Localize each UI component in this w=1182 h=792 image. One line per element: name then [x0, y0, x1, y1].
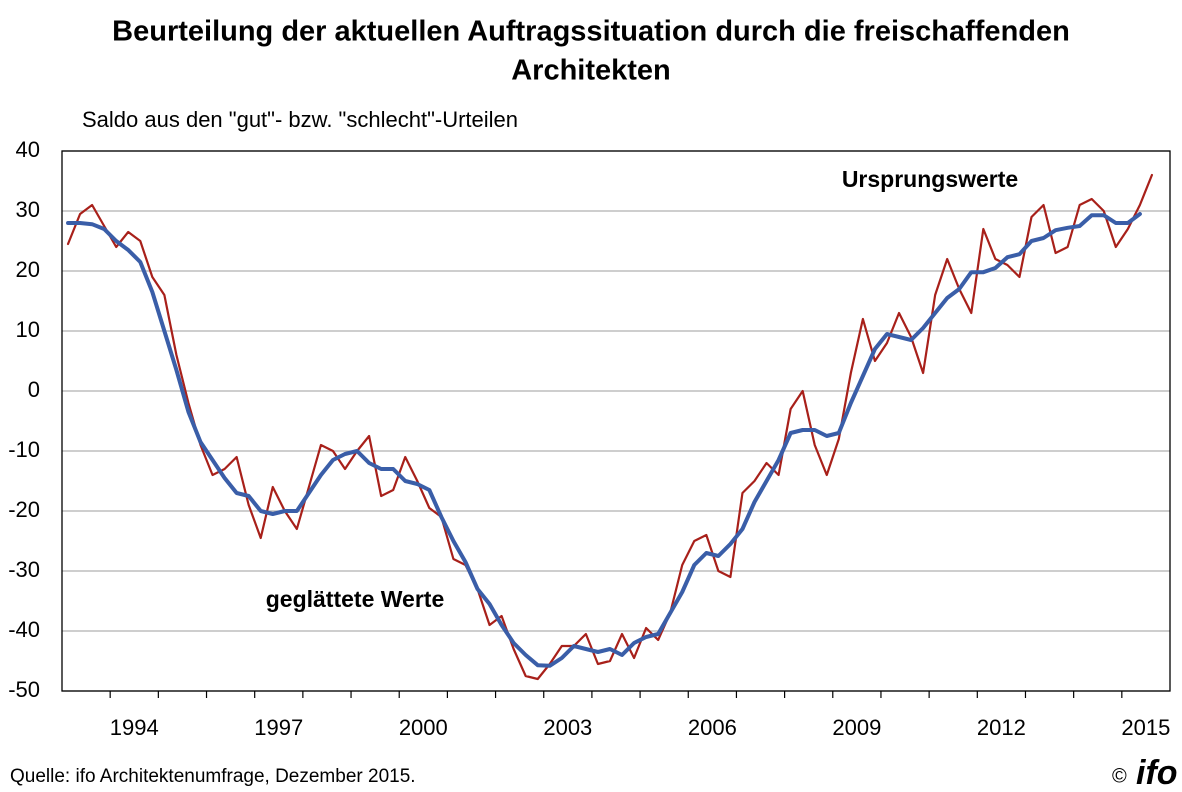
- x-tick-label: 2012: [977, 715, 1026, 740]
- y-tick-label: -50: [8, 677, 40, 702]
- copyright: ©: [1112, 765, 1127, 787]
- chart-title: Architekten: [511, 55, 671, 87]
- y-tick-label: -30: [8, 557, 40, 582]
- x-tick-label: 2000: [399, 715, 448, 740]
- plot-frame: [61, 150, 1171, 692]
- y-tick-label: 40: [16, 137, 40, 162]
- y-tick-label: -20: [8, 497, 40, 522]
- x-tick-label: 2006: [688, 715, 737, 740]
- y-tick-label: 20: [16, 257, 40, 282]
- series-line: [66, 173, 1154, 681]
- y-tick-label: 0: [28, 377, 40, 402]
- x-tick-label: 2003: [543, 715, 592, 740]
- y-tick-label: 30: [16, 197, 40, 222]
- logo: ifo: [1136, 754, 1178, 792]
- y-tick-label: -10: [8, 437, 40, 462]
- chart-title: Beurteilung der aktuellen Auftragssituat…: [112, 16, 1070, 48]
- y-tick-label: 10: [16, 317, 40, 342]
- subtitle: Saldo aus den "gut"- bzw. "schlecht"-Urt…: [82, 107, 518, 132]
- x-tick-label: 1994: [110, 715, 159, 740]
- x-tick-label: 2015: [1121, 715, 1170, 740]
- x-tick-label: 2009: [832, 715, 881, 740]
- x-tick-label: 1997: [254, 715, 303, 740]
- y-tick-label: -40: [8, 617, 40, 642]
- source: Quelle: ifo Architektenumfrage, Dezember…: [10, 766, 416, 787]
- series-label: Ursprungswerte: [842, 166, 1018, 192]
- series-label: geglättete Werte: [266, 586, 445, 612]
- series-line: [66, 212, 1142, 668]
